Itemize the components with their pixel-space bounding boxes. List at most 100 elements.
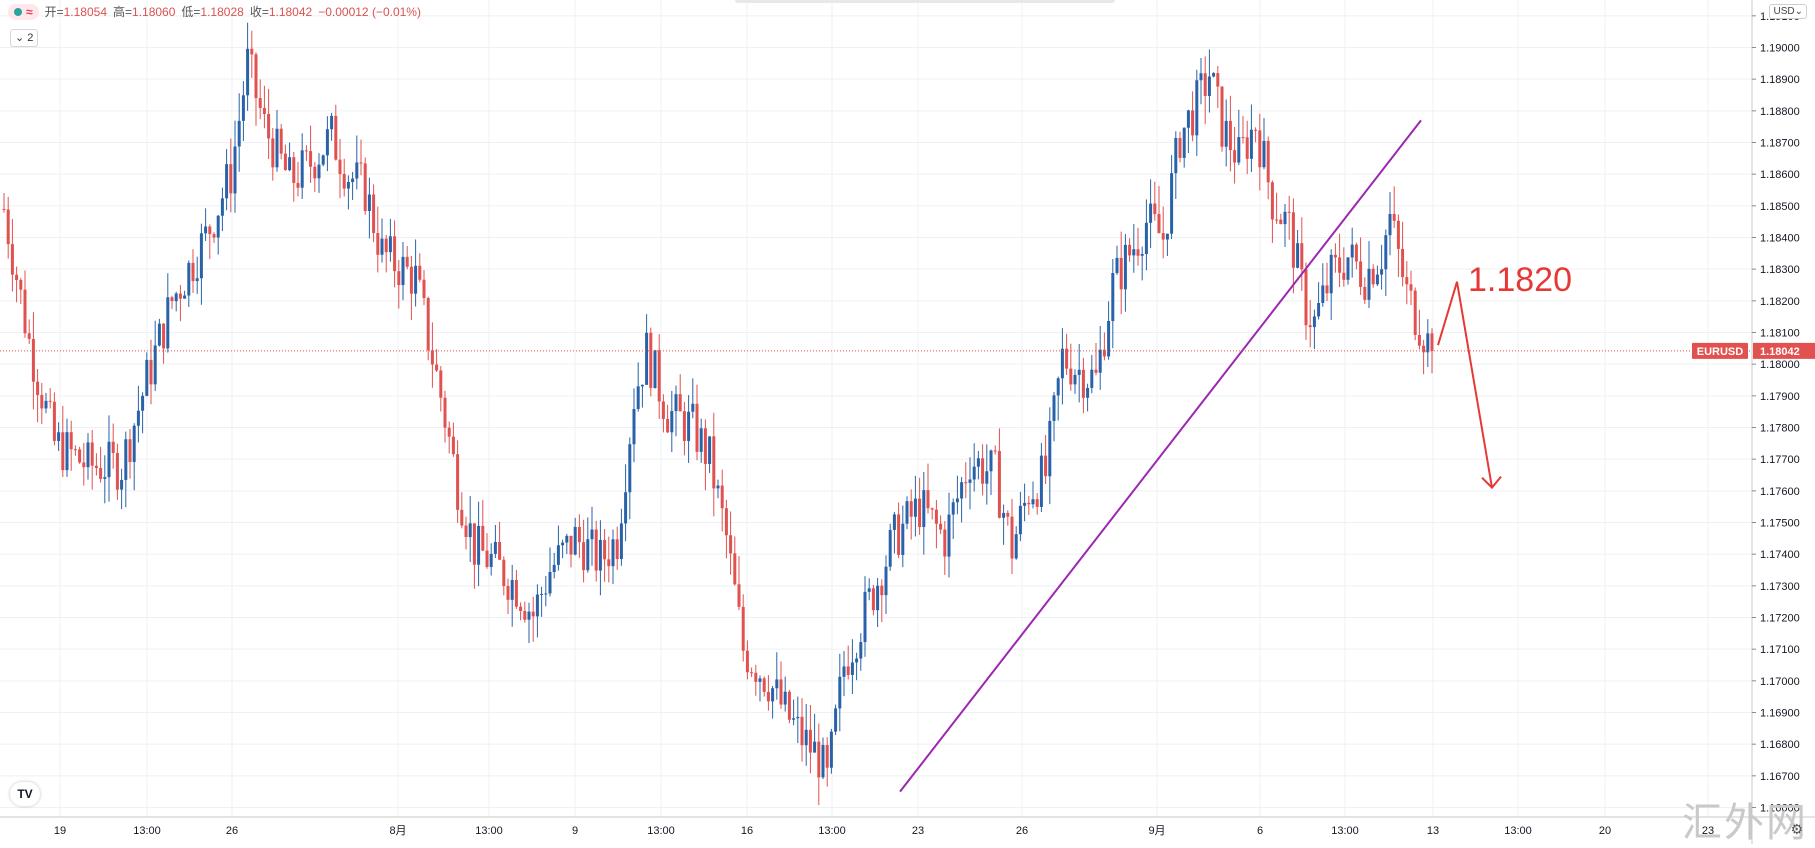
price-tick-label: 1.17700 [1760,454,1800,466]
price-tick-label: 1.16800 [1760,739,1800,751]
price-tick-label: 1.18300 [1760,264,1800,276]
candle-body [955,498,959,503]
candle-body [82,462,86,468]
candle-body [863,591,867,643]
candle-body [607,559,611,567]
candle-body [149,359,153,385]
candle-body [603,539,607,560]
collapse-indicators-button[interactable]: ⌄ 2 [10,29,39,47]
currency-button[interactable]: USD⌄ [1769,4,1807,19]
price-tick-label: 1.17800 [1760,423,1800,435]
candle-body [1035,499,1039,507]
candle-body [1254,129,1258,131]
change-value: −0.00012 (−0.01%) [318,4,421,19]
candle-body [514,579,518,607]
candle-body [745,650,749,673]
candle-body [1417,334,1421,346]
candle-body [531,611,535,617]
candle-body [976,458,980,467]
candle-body [951,502,955,515]
candle-body [506,586,510,600]
candle-body [271,138,275,168]
candle-body [2,209,6,210]
candle-body [1371,268,1375,285]
candle-body [132,425,136,462]
candle-body [489,553,493,567]
tradingview-logo[interactable]: TV [10,782,40,806]
candle-body [48,400,52,402]
candle-body [552,564,556,573]
candle-body [594,529,598,571]
candle-body [439,370,443,398]
candle-body [561,542,565,546]
time-tick-label: 16 [741,825,753,837]
candle-body [699,428,703,452]
candle-body [1342,272,1346,280]
top-toolbar-handle[interactable] [735,0,1115,3]
candle-body [69,432,73,450]
price-tick-label: 1.17200 [1760,613,1800,625]
price-tick-label: 1.17100 [1760,644,1800,656]
candle-body [867,588,871,592]
gear-icon[interactable]: ⚙ [1790,821,1803,837]
candle-body [855,658,859,663]
candle-body [477,525,481,565]
candle-body [90,442,94,466]
candle-body [775,679,779,689]
candle-body [1111,273,1115,321]
candle-body [1216,73,1220,87]
candle-body [888,529,892,567]
candle-body [1006,512,1010,517]
candle-body [695,403,699,452]
candle-body [1018,505,1022,535]
candle-body [901,523,905,555]
candle-body [1338,257,1342,273]
candle-body [1048,420,1052,477]
candle-body [565,535,569,543]
candle-body [1039,455,1043,507]
candle-body [1144,222,1148,254]
candle-body [65,432,69,471]
candle-body [107,441,111,478]
candle-body [666,418,670,433]
candle-body [367,194,371,211]
candle-body [388,236,392,253]
candle-body [628,444,632,493]
candle-body [258,98,262,109]
candle-body [1296,243,1300,268]
candle-body [611,539,615,567]
candle-body [57,432,61,441]
candle-body [426,298,430,351]
candle-body [829,731,833,768]
candle-body [1237,137,1241,163]
time-tick-label: 13:00 [1331,825,1359,837]
candle-body [1363,286,1367,300]
time-tick-label: 23 [912,825,924,837]
candle-body [1023,502,1027,506]
time-tick-label: 13:00 [475,825,503,837]
candle-body [103,477,107,479]
candle-body [443,397,447,428]
candle-body [964,482,968,484]
candle-body [309,151,313,167]
time-tick-label: 20 [1599,825,1611,837]
candle-body [187,262,191,296]
candle-body [1405,277,1409,285]
candle-body [787,691,791,720]
candle-body [233,146,237,194]
candle-body [1157,214,1161,234]
candle-body [808,729,812,753]
candle-body [582,542,586,571]
candle-body [1123,244,1127,290]
candle-body [304,150,308,152]
candle-body [884,566,888,596]
candle-body [687,411,691,441]
candle-body [1102,349,1106,357]
candle-body [909,501,913,517]
candle-body [1136,249,1140,256]
candle-body [779,679,783,705]
candle-body [762,678,766,692]
candle-body [1312,316,1316,328]
symbol-badge[interactable]: ≈ [8,3,39,20]
